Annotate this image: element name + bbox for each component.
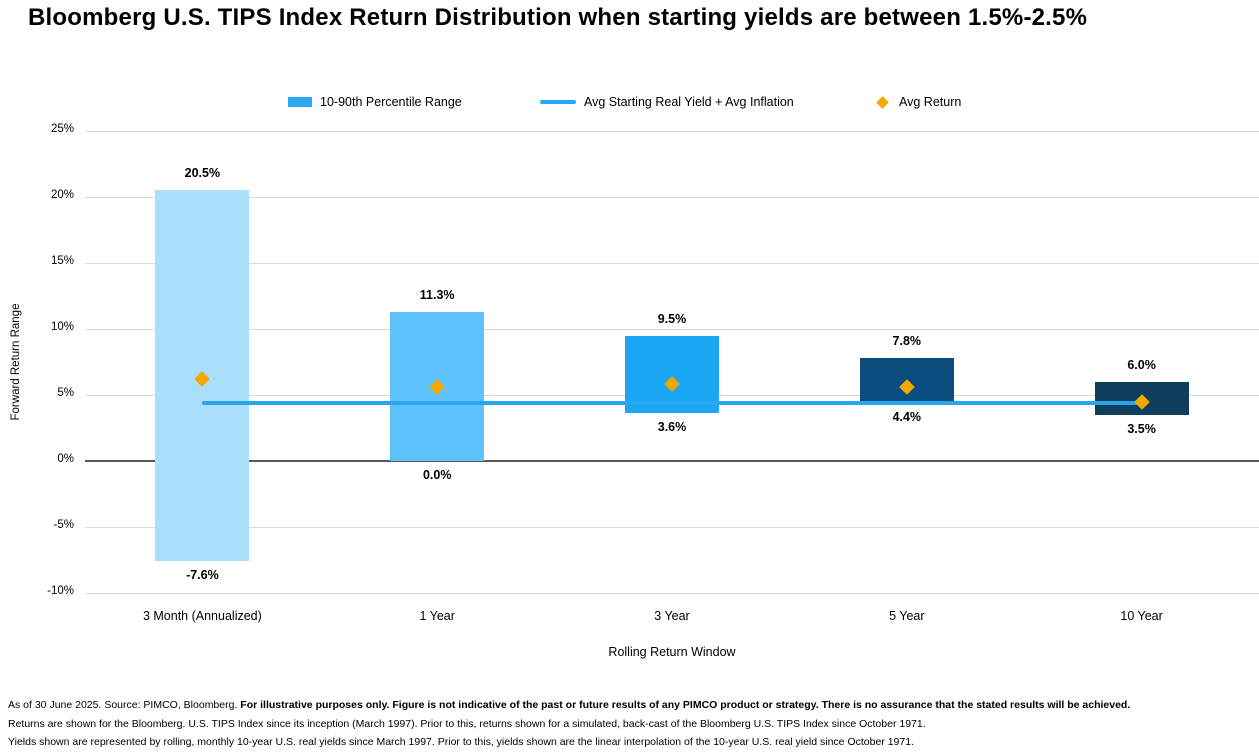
footnotes: As of 30 June 2025. Source: PIMCO, Bloom… bbox=[8, 696, 1256, 752]
plot-area: 25% 20% 15% 10% 5% 0% -5% -10% 20.5% -7.6% 3 Month… bbox=[47, 123, 1259, 623]
x-axis-title: Rolling Return Window bbox=[608, 645, 736, 659]
bar-low-label: -7.6% bbox=[186, 568, 219, 583]
y-tick-label: 15% bbox=[50, 255, 74, 267]
legend-item-percentile-range: 10-90th Percentile Range bbox=[288, 91, 462, 113]
bar-swatch-icon bbox=[288, 97, 312, 107]
range-bar bbox=[625, 335, 719, 414]
footnote-line-3: Yields shown are represented by rolling,… bbox=[8, 736, 914, 748]
category-label: 3 Month (Annualized) bbox=[142, 609, 262, 623]
gridline bbox=[85, 527, 1259, 528]
legend-item-avg-yield-line: Avg Starting Real Yield + Avg Inflation bbox=[540, 91, 794, 113]
legend-label: 10-90th Percentile Range bbox=[320, 95, 462, 109]
y-tick-label: 0% bbox=[57, 453, 74, 465]
bar-high-label: 20.5% bbox=[184, 166, 221, 181]
gridline bbox=[85, 197, 1259, 198]
bar-low-label: 0.0% bbox=[422, 468, 452, 482]
gridline bbox=[85, 593, 1259, 594]
bar-low-label: 3.6% bbox=[657, 420, 687, 435]
footnote-line-1: As of 30 June 2025. Source: PIMCO, Bloom… bbox=[8, 699, 1131, 711]
category-label: 10 Year bbox=[1120, 609, 1163, 623]
bar-high-label: 6.0% bbox=[1127, 357, 1156, 372]
legend-label: Avg Starting Real Yield + Avg Inflation bbox=[584, 95, 794, 109]
bar-high-label: 11.3% bbox=[419, 287, 455, 302]
y-tick-label: 10% bbox=[50, 321, 74, 333]
y-axis-title: Forward Return Range bbox=[10, 303, 22, 421]
bar-high-label: 7.8% bbox=[892, 334, 922, 349]
y-tick-label: 25% bbox=[50, 123, 74, 135]
gridline bbox=[85, 263, 1259, 264]
category-label: 5 Year bbox=[889, 609, 925, 623]
gridline bbox=[85, 329, 1259, 330]
chart-legend: 10-90th Percentile Range Avg Starting Re… bbox=[0, 91, 1259, 113]
category-label: 3 Year bbox=[654, 609, 690, 623]
legend-item-avg-return: Avg Return bbox=[874, 91, 961, 113]
zero-axis-line bbox=[85, 460, 1259, 462]
category-label: 1 Year bbox=[419, 609, 455, 623]
footnote-line-2: Returns are shown for the Bloomberg. U.S… bbox=[8, 717, 926, 730]
legend-label: Avg Return bbox=[899, 95, 962, 109]
y-tick-label: 5% bbox=[57, 387, 74, 399]
bar-high-label: 9.5% bbox=[657, 311, 687, 326]
line-swatch-icon bbox=[540, 100, 576, 104]
bar-low-label: 4.4% bbox=[892, 409, 922, 424]
y-tick-label: -10% bbox=[47, 585, 74, 597]
chart-title: Bloomberg U.S. TIPS Index Return Distrib… bbox=[28, 4, 1088, 31]
y-tick-label: -5% bbox=[53, 519, 74, 531]
diamond-swatch-icon bbox=[876, 95, 889, 109]
bar-low-label: 3.5% bbox=[1127, 421, 1156, 436]
gridline bbox=[85, 131, 1259, 132]
avg-yield-line bbox=[202, 400, 1142, 405]
y-tick-label: 20% bbox=[50, 189, 74, 201]
